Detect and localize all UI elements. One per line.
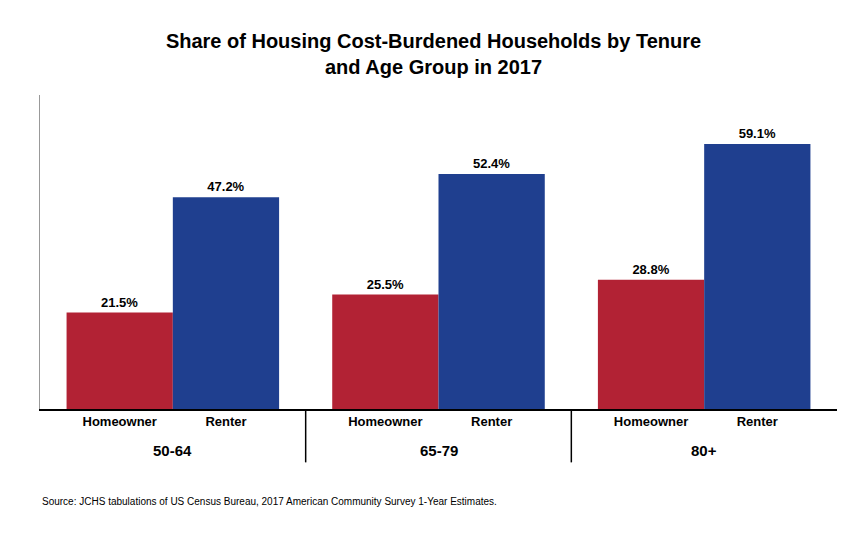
svg-text:28.8%: 28.8%: [632, 262, 669, 277]
svg-text:Renter: Renter: [205, 414, 246, 429]
svg-text:25.5%: 25.5%: [367, 277, 404, 292]
svg-text:Source: JCHS tabulations of US: Source: JCHS tabulations of US Census Bu…: [42, 496, 497, 507]
svg-text:65-79: 65-79: [420, 442, 458, 459]
svg-text:Renter: Renter: [471, 414, 512, 429]
svg-text:52.4%: 52.4%: [473, 156, 510, 171]
svg-text:Homeowner: Homeowner: [614, 414, 688, 429]
svg-text:47.2%: 47.2%: [207, 179, 244, 194]
svg-text:50-64: 50-64: [153, 442, 192, 459]
svg-text:21.5%: 21.5%: [101, 295, 138, 310]
svg-text:80+: 80+: [691, 442, 717, 459]
svg-text:Homeowner: Homeowner: [348, 414, 422, 429]
svg-text:Share of Housing Cost-Burdened: Share of Housing Cost-Burdened Household…: [166, 30, 701, 78]
svg-text:Homeowner: Homeowner: [82, 414, 156, 429]
svg-text:59.1%: 59.1%: [739, 126, 776, 141]
svg-text:Renter: Renter: [737, 414, 778, 429]
